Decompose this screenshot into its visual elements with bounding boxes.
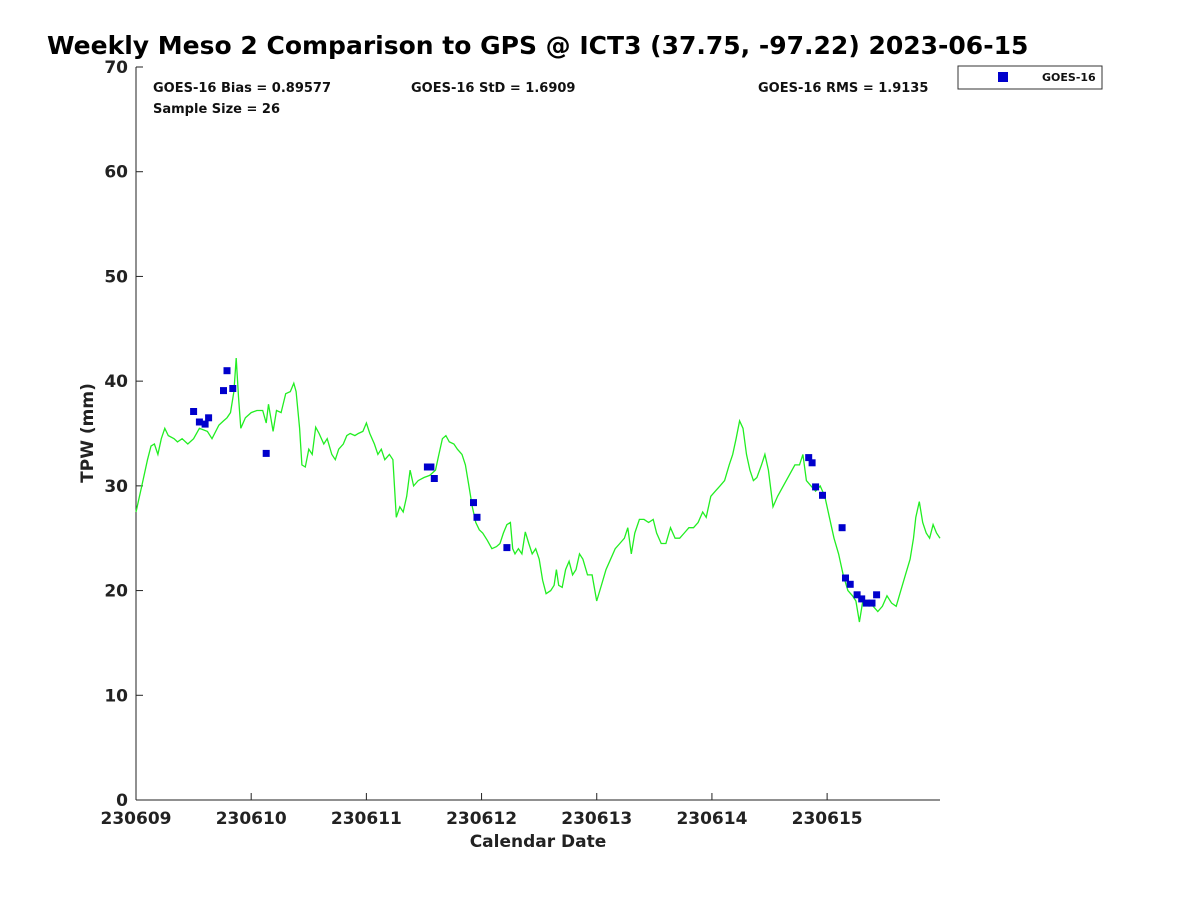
x-tick-label: 230612 xyxy=(446,809,517,829)
goes16-point xyxy=(473,513,481,521)
goes16-point xyxy=(427,463,435,471)
legend-label-goes16: GOES-16 xyxy=(1042,71,1096,84)
x-tick-label: 230615 xyxy=(792,809,863,829)
goes16-point xyxy=(819,491,826,499)
x-tick-label: 230609 xyxy=(101,809,172,829)
bias-stat: GOES-16 Bias = 0.89577 xyxy=(153,81,331,96)
goes16-point xyxy=(838,524,846,532)
goes16-point xyxy=(858,595,866,603)
goes16-point xyxy=(812,483,820,491)
goes16-point xyxy=(862,599,870,607)
goes16-point xyxy=(205,414,213,422)
goes16-point xyxy=(808,459,816,467)
goes16-point xyxy=(229,385,237,392)
x-tick-label: 230611 xyxy=(331,809,402,829)
sample-size-stat: Sample Size = 26 xyxy=(153,102,280,117)
goes16-point xyxy=(195,418,203,426)
y-tick-label: 30 xyxy=(104,477,128,497)
x-axis-label: Calendar Date xyxy=(470,832,607,852)
goes16-point xyxy=(430,475,438,482)
x-axis-ticks: 230609 230610 230611 230612 230613 230614 2306… xyxy=(101,793,863,829)
y-tick-label: 60 xyxy=(104,163,128,183)
plot-area: 0 10 20 30 40 50 60 70 230609 230610 230611 230612… xyxy=(101,58,941,829)
goes16-point xyxy=(201,420,209,428)
goes16-point xyxy=(220,387,227,395)
x-tick-label: 230614 xyxy=(676,809,747,829)
goes16-point xyxy=(223,367,231,375)
y-tick-label: 70 xyxy=(104,58,128,78)
rms-stat: GOES-16 RMS = 1.9135 xyxy=(758,81,928,96)
plot-background xyxy=(136,67,940,800)
legend: GOES-16 xyxy=(957,65,1103,90)
goes16-point xyxy=(262,449,270,457)
series-layer xyxy=(135,358,941,623)
goes16-point xyxy=(873,591,881,599)
goes16-point xyxy=(805,454,813,462)
y-axis-ticks: 0 10 20 30 40 50 60 70 xyxy=(104,58,143,811)
legend-box xyxy=(957,65,1103,90)
std-stat: GOES-16 StD = 1.6909 xyxy=(411,81,575,96)
y-tick-label: 20 xyxy=(104,582,128,602)
chart-title: Weekly Meso 2 Comparison to GPS @ ICT3 (… xyxy=(47,31,1028,60)
y-axis-label: TPW (mm) xyxy=(78,383,98,483)
goes16-point xyxy=(503,544,511,552)
x-tick-label: 230613 xyxy=(561,809,632,829)
y-tick-label: 10 xyxy=(104,686,128,706)
legend-marker-goes16 xyxy=(998,72,1008,82)
x-tick-label: 230610 xyxy=(216,809,287,829)
goes16-point xyxy=(842,574,849,582)
y-tick-label: 0 xyxy=(116,791,128,811)
goes16-point xyxy=(853,591,861,599)
goes16-point xyxy=(868,599,876,607)
y-tick-label: 40 xyxy=(104,372,128,392)
gps-tpw-line xyxy=(135,358,941,623)
goes16-point xyxy=(190,408,198,415)
y-tick-label: 50 xyxy=(104,267,128,287)
goes16-point xyxy=(846,580,854,588)
goes16-point xyxy=(470,499,477,507)
